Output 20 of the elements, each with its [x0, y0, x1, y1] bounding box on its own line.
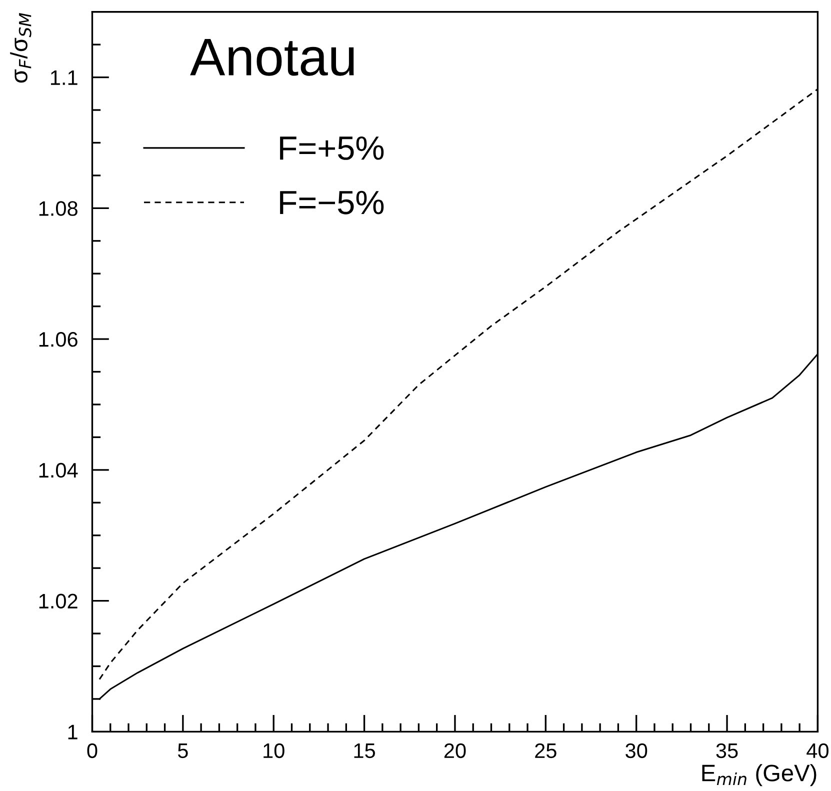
x-tick-label: 0	[87, 743, 98, 758]
y-tick-label: 1.02	[39, 594, 78, 609]
x-tick-label: 30	[626, 743, 648, 758]
y-tick-label: 1.08	[39, 201, 78, 216]
y-tick-label: 1.04	[39, 462, 78, 478]
y-tick-label: 1	[68, 724, 78, 740]
x-tick-label: 15	[354, 744, 376, 758]
x-tick-label: 35	[716, 743, 738, 758]
y-tick-label: 1.06	[39, 332, 78, 347]
chart-title: Anotau	[190, 38, 354, 76]
legend-label: F=+5%	[280, 136, 384, 160]
x-axis-title: E$_{min}$ (GeV)	[702, 764, 816, 786]
x-tick-label: 10	[264, 743, 284, 758]
legend-label: F=−5%	[280, 190, 384, 214]
x-tick-label: 20	[444, 743, 466, 758]
x-tick-label: 5	[178, 744, 188, 758]
x-tick-label: 40	[806, 743, 828, 758]
y-tick-label: 1.1	[50, 70, 78, 85]
y-axis-title: σ$_{F}$/σ$_{SM}$	[10, 13, 32, 83]
x-tick-label: 25	[535, 743, 556, 758]
